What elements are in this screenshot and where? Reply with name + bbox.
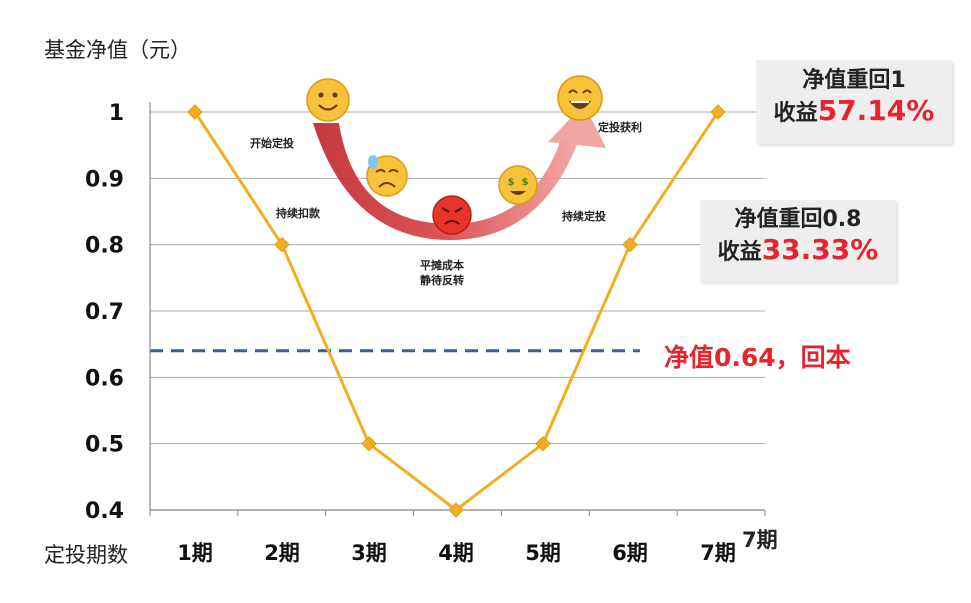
- data-point-marker: [187, 104, 203, 120]
- annotation-average-cost-line1: 平摊成本: [420, 259, 464, 272]
- callout-2-return: 33.33%: [761, 233, 879, 267]
- callout-2-line2: 收益33.33%: [700, 233, 896, 267]
- annotation-average-cost: 平摊成本 静待反转: [420, 259, 464, 289]
- callout-1-return: 57.14%: [817, 94, 935, 128]
- tick-labels: 0.4 0.5 0.6 0.7 0.8 0.9 1 1期 2期 3期 4期 5期 6期 7期: [85, 101, 736, 565]
- data-point-marker: [361, 435, 377, 452]
- smile-emoji-icon: [306, 78, 350, 122]
- data-point-marker: [448, 502, 464, 518]
- y-tick-label: 1: [109, 101, 124, 126]
- breakeven-label: 净值0.64，回本: [664, 343, 851, 372]
- x-tick-label: 5期: [525, 541, 561, 565]
- y-tick-label: 0.5: [85, 433, 124, 458]
- angry-emoji-icon: [432, 195, 472, 235]
- y-axis-title: 基金净值（元）: [44, 38, 191, 62]
- data-point-marker: [622, 236, 638, 253]
- callout-1-prefix: 收益: [773, 101, 818, 127]
- y-tick-label: 0.9: [85, 167, 124, 192]
- laugh-emoji-icon: [557, 75, 603, 121]
- callout-1-line2: 收益57.14%: [756, 94, 952, 128]
- annotation-start: 开始定投: [250, 137, 294, 150]
- annotation-continue-deduct: 持续扣款: [276, 207, 320, 220]
- x-axis-title: 定投期数: [44, 543, 128, 567]
- callout-2-prefix: 收益: [717, 240, 762, 266]
- svg-text:$: $: [522, 177, 529, 188]
- annotation-average-cost-line2: 静待反转: [420, 273, 464, 287]
- axes: [149, 102, 766, 516]
- y-tick-label: 0.6: [85, 366, 124, 391]
- arc-arrow-head: [548, 104, 606, 148]
- data-point-marker: [710, 104, 726, 120]
- cost-averaging-arc: [313, 104, 606, 240]
- x-tick-label: 2期: [264, 541, 300, 565]
- callout-nav-back-to-0.8: 净值重回0.8 收益33.33%: [700, 200, 896, 282]
- callout-1-line1: 净值重回1: [802, 68, 906, 93]
- series-layer: [187, 104, 726, 518]
- money-emoji-icon: $ $: [498, 165, 538, 205]
- x-tick-label: 6期: [612, 541, 648, 565]
- grid-lines: [150, 111, 765, 445]
- y-tick-label: 0.4: [85, 499, 124, 524]
- callout-2-line1: 净值重回0.8: [734, 207, 862, 232]
- x-axis-end-label: 7期: [742, 528, 778, 552]
- x-tick-label: 7期: [700, 541, 736, 565]
- x-tick-label: 1期: [177, 541, 213, 565]
- callout-nav-back-to-1: 净值重回1 收益57.14%: [756, 60, 952, 144]
- x-tick-label: 4期: [438, 541, 474, 565]
- data-point-marker: [274, 236, 290, 253]
- data-point-marker: [535, 435, 551, 452]
- annotation-profit: 定投获利: [598, 121, 642, 134]
- y-tick-label: 0.8: [85, 234, 124, 259]
- arc-body: [313, 123, 578, 240]
- annotation-continue-invest: 持续定投: [562, 210, 606, 223]
- svg-text:$: $: [508, 177, 515, 188]
- sad-emoji-icon: [366, 155, 408, 197]
- y-tick-label: 0.7: [85, 300, 124, 325]
- x-tick-label: 3期: [351, 541, 387, 565]
